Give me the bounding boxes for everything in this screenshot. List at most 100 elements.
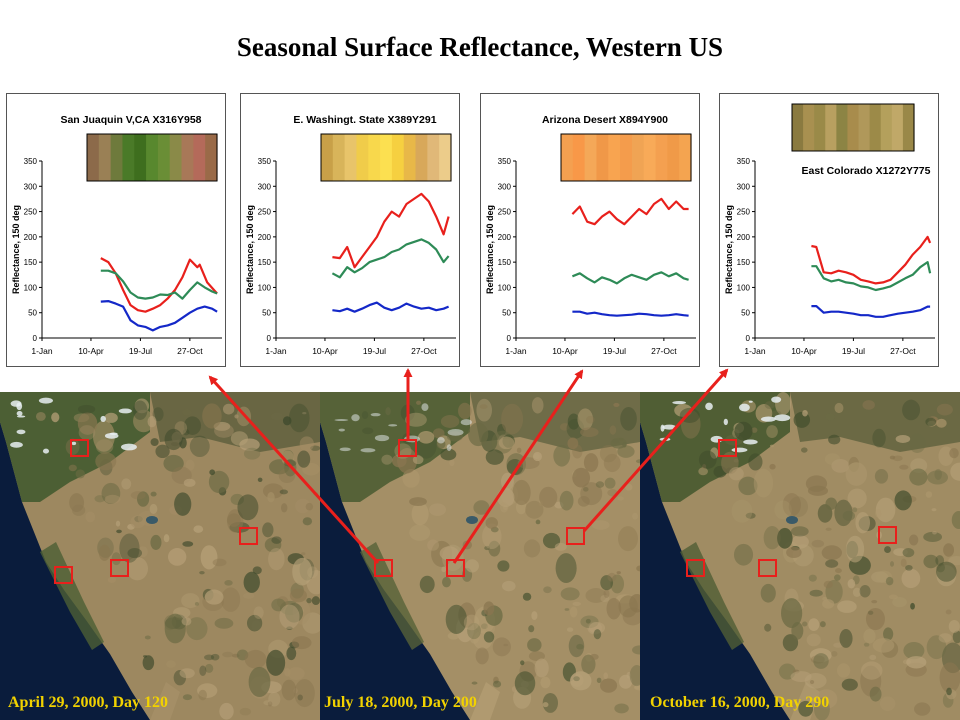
terrain-patch — [381, 454, 393, 465]
reflectance-chart-east-colorado: East Colorado X1272Y775 0 50 100 150 200 250 30… — [724, 103, 935, 356]
terrain-patch — [183, 478, 196, 487]
terrain-patch — [362, 427, 374, 435]
terrain-patch — [808, 618, 820, 632]
terrain-patch — [831, 650, 838, 657]
terrain-patch — [884, 546, 891, 554]
snow-patch — [743, 439, 758, 445]
terrain-patch — [198, 689, 207, 701]
swatch-band — [803, 104, 815, 151]
y-tick-label: 350 — [737, 157, 751, 166]
y-tick-label: 100 — [498, 283, 512, 292]
terrain-patch — [313, 492, 318, 496]
terrain-patch — [253, 606, 264, 619]
terrain-patch — [402, 468, 420, 488]
terrain-patch — [136, 491, 150, 507]
terrain-patch — [483, 601, 495, 616]
series-line-red — [811, 235, 932, 285]
terrain-patch — [679, 407, 700, 423]
terrain-patch — [525, 500, 544, 519]
baja-peninsula — [470, 682, 500, 720]
terrain-patch — [872, 638, 895, 653]
terrain-patch — [246, 614, 263, 632]
date-label-day-200: July 18, 2000, Day 200 — [324, 694, 477, 711]
terrain-patch — [825, 527, 832, 531]
terrain-patch — [152, 407, 164, 422]
y-tick-label: 300 — [24, 182, 38, 191]
chart-panel-east-colorado: East Colorado X1272Y775 0 50 100 150 200 250 30… — [719, 93, 939, 367]
terrain-patch — [825, 559, 839, 568]
terrain-patch — [809, 589, 823, 597]
terrain-patch — [572, 467, 591, 488]
y-tick-label: 300 — [258, 182, 272, 191]
terrain-patch — [852, 507, 858, 513]
series-line-red — [332, 192, 450, 269]
y-axis-label: Reflectance, 150 deg — [11, 205, 21, 294]
terrain-patch — [186, 617, 208, 641]
terrain-patch — [445, 604, 467, 634]
chart-title: Arizona Desert X894Y900 — [542, 114, 668, 126]
terrain-patch — [892, 597, 907, 608]
terrain-patch — [618, 526, 638, 552]
chart-panel-san-joaquin: San Juaquin V,CA X316Y958 0 50 100 150 200 250… — [6, 93, 226, 367]
terrain-patch — [182, 429, 190, 436]
terrain-patch — [516, 447, 522, 453]
terrain-patch — [825, 413, 835, 421]
y-axis-label: Reflectance, 150 deg — [245, 205, 255, 294]
terrain-patch — [604, 477, 616, 489]
swatch-band — [415, 134, 428, 181]
terrain-patch — [825, 497, 838, 510]
x-tick-label: 27-Oct — [890, 346, 916, 356]
snow-patch — [447, 429, 464, 436]
snow-patch — [118, 408, 132, 414]
terrain-patch — [569, 606, 578, 618]
terrain-patch — [535, 519, 541, 525]
terrain-patch — [405, 412, 427, 427]
snow-patch — [16, 429, 26, 435]
terrain-patch — [528, 625, 535, 633]
terrain-patch — [284, 668, 291, 677]
terrain-patch — [289, 588, 307, 603]
terrain-patch — [841, 678, 858, 691]
terrain-patch — [542, 692, 559, 713]
terrain-patch — [116, 529, 122, 534]
terrain-patch — [901, 568, 921, 589]
terrain-patch — [588, 621, 606, 634]
swatch-band — [134, 134, 147, 181]
terrain-patch — [476, 398, 493, 422]
snow-patch — [460, 419, 472, 426]
satellite-image-day-290 — [640, 392, 960, 720]
terrain-patch — [133, 409, 155, 433]
terrain-patch — [214, 617, 234, 629]
terrain-patch — [311, 596, 320, 606]
date-label-day-120: April 29, 2000, Day 120 — [8, 694, 168, 711]
terrain-patch — [568, 634, 585, 658]
terrain-patch — [753, 468, 774, 498]
swatch-border — [791, 103, 915, 152]
y-tick-label: 100 — [258, 283, 272, 292]
terrain-patch — [533, 453, 540, 460]
terrain-patch — [263, 700, 272, 706]
terrain-patch — [791, 535, 809, 549]
terrain-patch — [221, 587, 241, 612]
terrain-patch — [938, 633, 952, 643]
terrain-patch — [923, 531, 943, 543]
terrain-patch — [760, 583, 776, 603]
x-tick-label: 19-Jul — [363, 346, 386, 356]
terrain-patch — [199, 665, 207, 676]
terrain-patch — [835, 568, 842, 574]
snow-patch — [388, 424, 398, 427]
snow-patch — [705, 402, 713, 411]
terrain-patch — [607, 489, 618, 497]
snow-patch — [339, 447, 351, 452]
terrain-patch — [144, 635, 151, 640]
terrain-patch — [751, 427, 758, 433]
chart-title: E. Washingt. State X389Y291 — [293, 114, 436, 126]
terrain-patch — [222, 403, 235, 415]
terrain-patch — [636, 565, 640, 572]
swatch-band — [403, 134, 417, 181]
terrain-patch — [419, 575, 435, 594]
terrain-patch — [262, 522, 274, 538]
snow-patch — [774, 414, 791, 422]
terrain-patch — [182, 694, 193, 701]
terrain-patch — [257, 477, 263, 483]
